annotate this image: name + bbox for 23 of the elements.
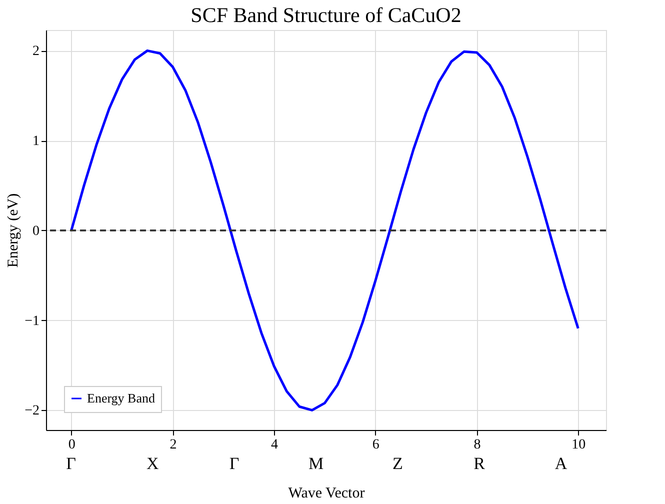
x-axis-title: Wave Vector <box>288 486 365 502</box>
x-tick-label: 8 <box>474 438 481 452</box>
line-series <box>70 49 580 412</box>
y-tick-label: 0 <box>32 224 40 239</box>
y-axis-title: Energy (eV) <box>6 193 22 268</box>
x-tick-label: 10 <box>572 438 586 452</box>
text: X <box>146 454 159 473</box>
y-tick-label: 2 <box>32 44 40 60</box>
chart-title: SCF Band Structure of CaCuO2 <box>190 3 462 27</box>
text: Z <box>392 454 403 473</box>
y-tick-label: 1 <box>32 134 40 150</box>
legend-label: Energy Band <box>87 390 156 406</box>
x-tick-label: 2 <box>170 438 177 452</box>
y-tick-label: −1 <box>24 314 40 329</box>
text: Γ <box>229 454 240 473</box>
y-tick-label: −2 <box>24 404 40 419</box>
text: A <box>554 454 568 473</box>
text: M <box>308 454 324 473</box>
x-tick-label: 6 <box>372 438 380 452</box>
text: R <box>474 454 486 473</box>
x-tick-label: 0 <box>68 438 76 452</box>
text: Γ <box>66 454 76 473</box>
x-tick-label: 4 <box>271 438 278 452</box>
